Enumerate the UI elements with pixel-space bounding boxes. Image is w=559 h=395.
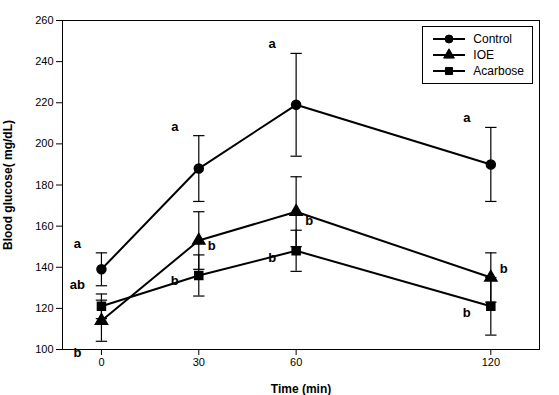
svg-text:0: 0 bbox=[98, 356, 104, 368]
html-text:Acarbose: Acarbose bbox=[473, 64, 524, 78]
svg-text:100: 100 bbox=[35, 343, 53, 355]
svg-text:b: b bbox=[171, 273, 179, 288]
svg-text:60: 60 bbox=[290, 356, 302, 368]
svg-text:a: a bbox=[171, 119, 179, 134]
svg-text:ab: ab bbox=[70, 277, 85, 292]
svg-text:a: a bbox=[74, 236, 82, 251]
svg-text:30: 30 bbox=[193, 356, 205, 368]
svg-text:b: b bbox=[463, 305, 471, 320]
svg-text:220: 220 bbox=[35, 96, 53, 108]
html-text:IOE: IOE bbox=[473, 48, 494, 62]
svg-text:160: 160 bbox=[35, 220, 53, 232]
svg-text:a: a bbox=[463, 110, 471, 125]
html-text:Control: Control bbox=[473, 32, 512, 46]
svg-text:260: 260 bbox=[35, 14, 53, 26]
svg-text:b: b bbox=[208, 238, 216, 253]
svg-text:b: b bbox=[73, 345, 81, 360]
svg-text:240: 240 bbox=[35, 55, 53, 67]
svg-text:b: b bbox=[305, 213, 313, 228]
svg-text:b: b bbox=[268, 249, 277, 265]
svg-text:b: b bbox=[500, 261, 508, 276]
svg-text:180: 180 bbox=[35, 179, 53, 191]
svg-text:Blood glucose( mg/dL): Blood glucose( mg/dL) bbox=[1, 120, 15, 250]
svg-text:140: 140 bbox=[35, 261, 53, 273]
svg-text:120: 120 bbox=[482, 356, 500, 368]
svg-text:200: 200 bbox=[35, 137, 53, 149]
svg-text:a: a bbox=[269, 36, 277, 51]
svg-text:120: 120 bbox=[35, 302, 53, 314]
svg-text:Time (min): Time (min) bbox=[271, 382, 331, 395]
